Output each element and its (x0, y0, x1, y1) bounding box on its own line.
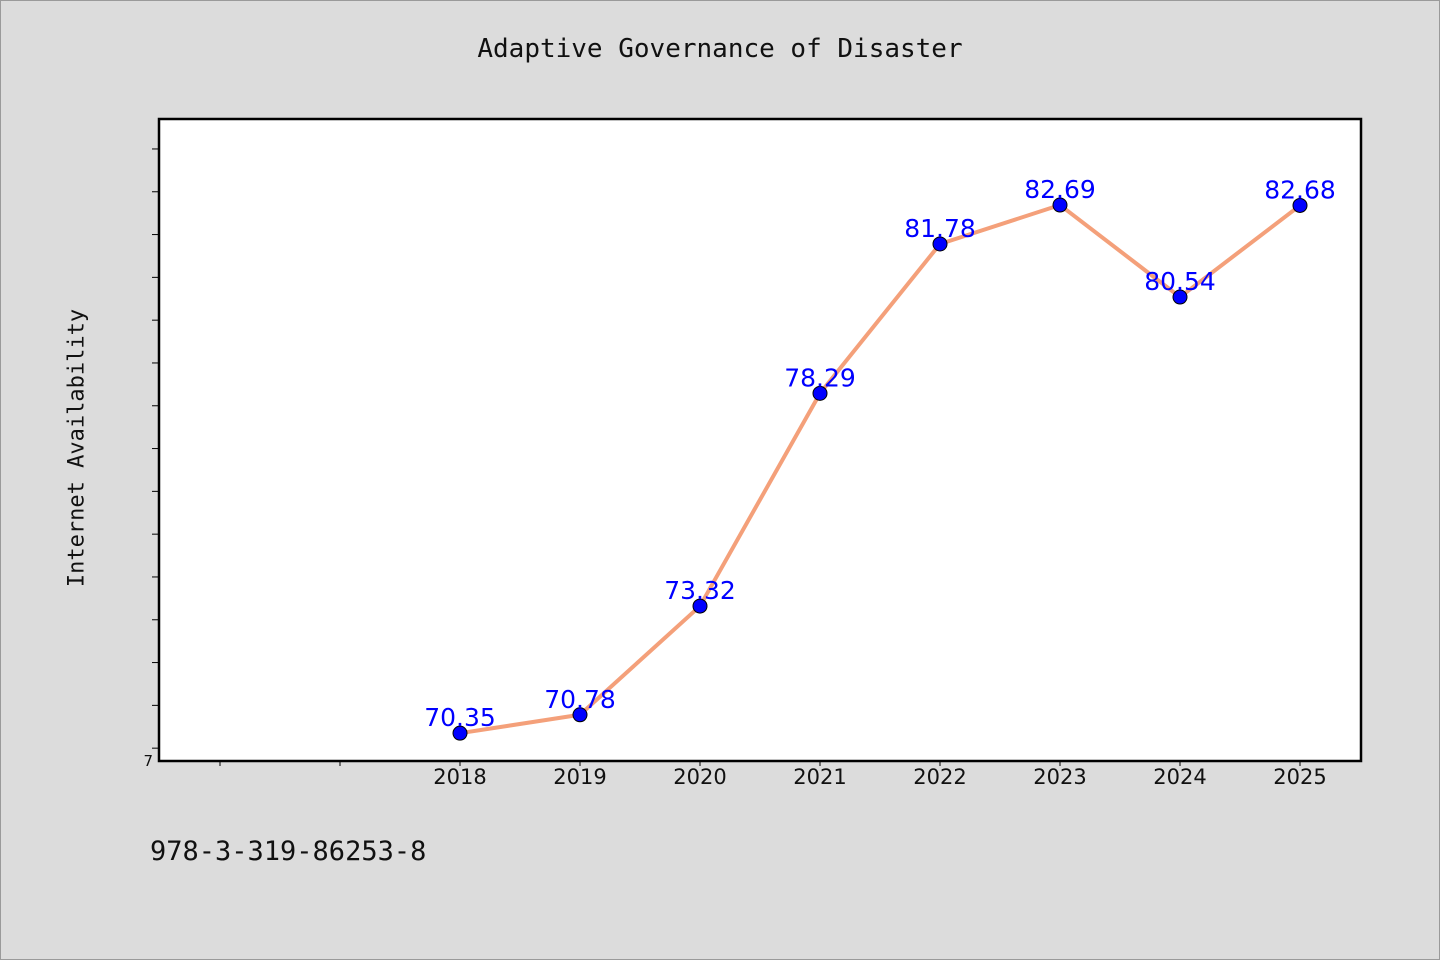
data-point (692, 598, 708, 614)
chart-title: Adaptive Governance of Disaster (477, 34, 963, 64)
x-tick-label: 2021 (793, 765, 846, 789)
data-label: 70.35 (424, 703, 496, 732)
x-tick-label: 2024 (1153, 765, 1206, 789)
data-point (932, 236, 948, 252)
data-point (1172, 289, 1188, 305)
data-point (812, 385, 828, 401)
series-markers (452, 197, 1308, 741)
x-tick-label: 2023 (1033, 765, 1086, 789)
data-label: 80.54 (1144, 267, 1216, 296)
data-point (572, 707, 588, 723)
plot-area (157, 117, 1363, 763)
x-tick-label: 2019 (553, 765, 606, 789)
x-tick-label: 2022 (913, 765, 966, 789)
data-point (1052, 197, 1068, 213)
x-tick-label: 2018 (433, 765, 486, 789)
x-tick-label: 2025 (1273, 765, 1326, 789)
data-label: 73.32 (664, 576, 736, 605)
y-tick-label: 7 (143, 752, 153, 770)
data-labels: 70.35 70.78 73.32 78.29 81.78 82.69 80.54 82.68 (424, 175, 1336, 732)
data-label: 82.68 (1264, 175, 1336, 204)
data-point (452, 725, 468, 741)
y-axis: 7 (143, 148, 159, 770)
data-point (1292, 197, 1308, 213)
data-label: 81.78 (904, 214, 976, 243)
data-label: 70.78 (544, 685, 616, 714)
series-line (458, 203, 1302, 736)
footer-code: 978-3-319-86253-8 (150, 836, 427, 867)
x-axis: 2018 2019 2020 2021 2022 2023 2024 2025 (219, 761, 1327, 789)
data-label: 82.69 (1024, 175, 1096, 204)
x-tick-label: 2020 (673, 765, 726, 789)
data-label: 78.29 (784, 363, 856, 392)
